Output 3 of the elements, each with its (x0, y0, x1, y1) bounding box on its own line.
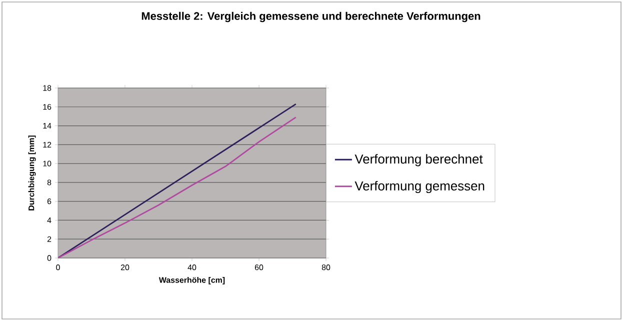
chart-title: Messtelle 2: Vergleich gemessene und berechnete Verformungen (142, 12, 480, 22)
legend-label: Verformung berechnet (354, 154, 483, 166)
legend-label: Verformung gemessen (354, 180, 484, 194)
